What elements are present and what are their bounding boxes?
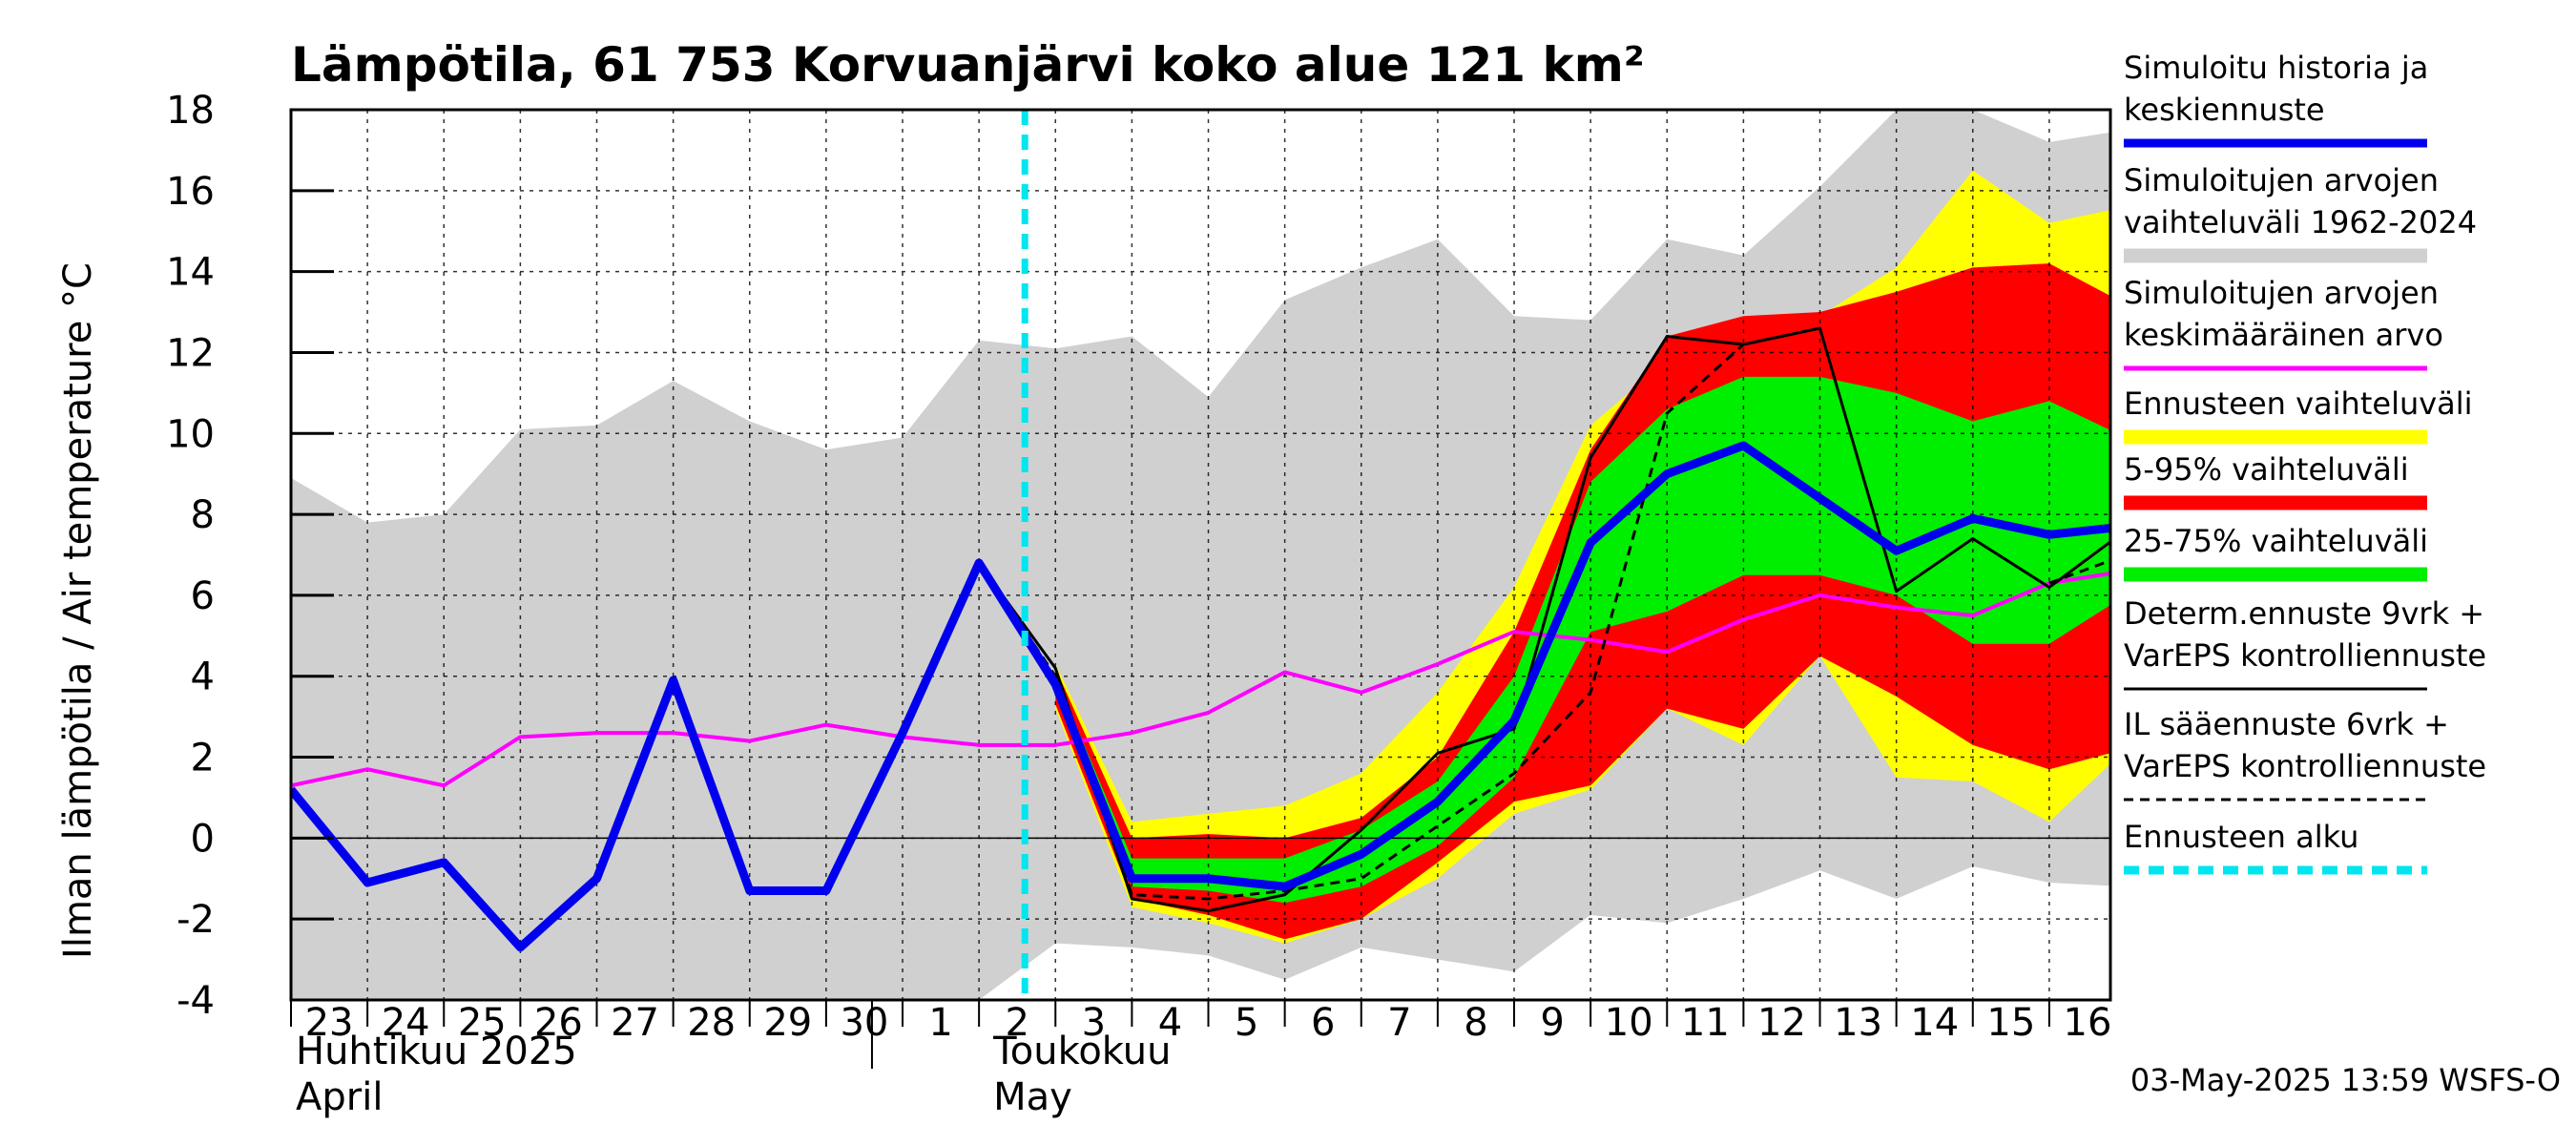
- legend-label: VarEPS kontrolliennuste: [2124, 637, 2486, 674]
- legend-label: Determ.ennuste 9vrk +: [2124, 595, 2484, 632]
- x-tick-label: 6: [1311, 1001, 1335, 1045]
- legend-label: Simuloitujen arvojen: [2124, 162, 2439, 198]
- y-tick-label: -4: [177, 979, 215, 1023]
- x-tick-label: 13: [1834, 1001, 1882, 1045]
- x-tick-label: 28: [687, 1001, 736, 1045]
- y-tick-label: 0: [191, 817, 215, 861]
- plot-content: [291, 110, 2110, 1000]
- x-tick-label: 2: [1005, 1001, 1028, 1045]
- month-label-en: April: [296, 1075, 383, 1119]
- x-tick-label: 12: [1757, 1001, 1806, 1045]
- x-tick-label: 9: [1540, 1001, 1564, 1045]
- il-forecast-line: [977, 343, 2110, 901]
- x-tick-label: 25: [458, 1001, 507, 1045]
- y-tick-label: 6: [191, 574, 215, 618]
- x-tick-label: 8: [1464, 1001, 1487, 1045]
- legend-label: VarEPS kontrolliennuste: [2124, 748, 2486, 784]
- legend-label: 25-75% vaihteluväli: [2124, 523, 2428, 559]
- x-tick-label: 30: [840, 1001, 888, 1045]
- x-tick-label: 5: [1235, 1001, 1258, 1045]
- month-label: Toukokuu: [992, 1030, 1171, 1073]
- plot-frame: [289, 108, 2112, 1002]
- month-label-en: May: [993, 1075, 1072, 1119]
- y-tick-label: 4: [191, 656, 215, 699]
- chart-title: Lämpötila, 61 753 Korvuanjärvi koko alue…: [291, 37, 1645, 93]
- x-tick-label: 1: [928, 1001, 952, 1045]
- legend-label: Simuloitu historia ja: [2124, 50, 2428, 86]
- history-range-band: [291, 110, 2110, 1000]
- x-tick-label: 10: [1605, 1001, 1653, 1045]
- x-tick-label: 27: [611, 1001, 659, 1045]
- x-tick-label: 4: [1158, 1001, 1182, 1045]
- y-tick-label: 2: [191, 737, 215, 781]
- y-tick-label: 10: [166, 412, 215, 456]
- legend-label: keskiennuste: [2124, 92, 2325, 128]
- legend-label: Simuloitujen arvojen: [2124, 275, 2439, 311]
- x-tick-label: 16: [2064, 1001, 2112, 1045]
- x-tick-label: 11: [1681, 1001, 1730, 1045]
- legend-label: IL sääennuste 6vrk +: [2124, 706, 2449, 742]
- y-tick-label: 8: [191, 493, 215, 537]
- y-tick-label: 12: [166, 331, 215, 375]
- legend-label: Ennusteen alku: [2124, 819, 2358, 855]
- x-tick-label: 23: [305, 1001, 354, 1045]
- y-tick-label: -2: [177, 898, 215, 942]
- simulated-line: [291, 441, 2110, 952]
- legend-label: vaihteluväli 1962-2024: [2124, 204, 2477, 240]
- x-tick-label: 29: [763, 1001, 812, 1045]
- legend-label: 5-95% vaihteluväli: [2124, 451, 2409, 488]
- determ-forecast-line: [977, 326, 2110, 913]
- legend-label: Ennusteen vaihteluväli: [2124, 385, 2473, 422]
- y-tick-label: 14: [166, 251, 215, 295]
- x-tick-label: 7: [1387, 1001, 1411, 1045]
- legend-label: keskimääräinen arvo: [2124, 317, 2443, 353]
- y-axis-label: Ilman lämpötila / Air temperature °C: [56, 262, 100, 959]
- plot-area: [291, 110, 2110, 1000]
- y-tick-label: 18: [166, 89, 215, 133]
- mean-line: [291, 571, 2110, 788]
- x-tick-label: 15: [1986, 1001, 2035, 1045]
- x-tick-label: 24: [382, 1001, 430, 1045]
- x-tick-label: 14: [1910, 1001, 1959, 1045]
- month-label: Huhtikuu 2025: [296, 1030, 577, 1073]
- legend: Simuloitu historia ja keskiennuste Simuloi…: [2124, 50, 2486, 875]
- timestamp: 03-May-2025 13:59 WSFS-O: [2130, 1062, 2561, 1098]
- x-tick-label: 3: [1082, 1001, 1106, 1045]
- y-tick-label: 16: [166, 170, 215, 214]
- x-tick-label: 26: [534, 1001, 583, 1045]
